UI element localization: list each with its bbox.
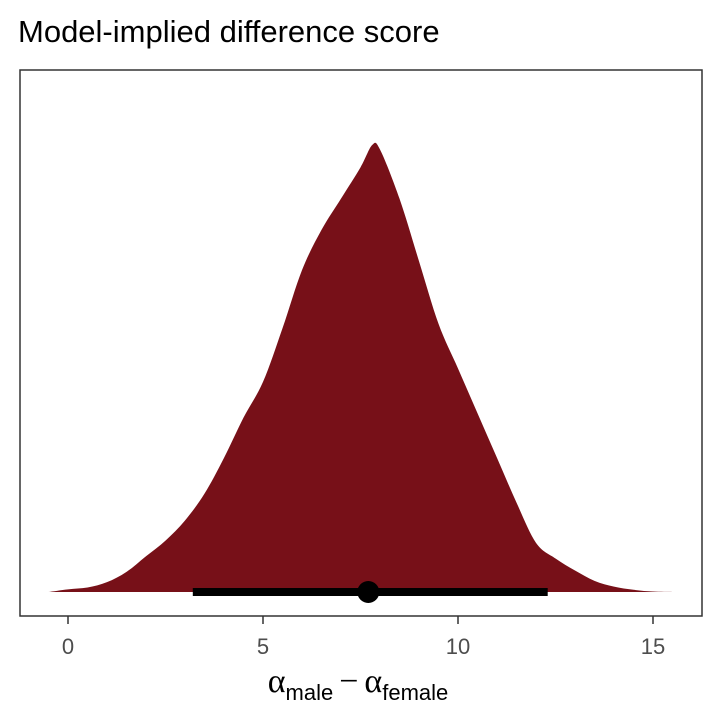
interval-layer (192, 581, 548, 603)
density-area (48, 142, 673, 592)
density-layer (48, 142, 673, 592)
xlabel-alpha-2: α (364, 663, 382, 700)
panel-border (19, 69, 703, 617)
xlabel-minus: − (339, 663, 358, 700)
xlabel-sub-male: male (286, 680, 334, 705)
xlabel-alpha-1: α (268, 663, 286, 700)
x-tick-label: 15 (641, 634, 665, 659)
x-axis-label: αmale − αfemale (268, 663, 449, 705)
x-axis: 0 5 10 15 (62, 616, 665, 659)
x-tick-label: 10 (446, 634, 470, 659)
chart-title: Model-implied difference score (18, 14, 440, 49)
x-tick-label: 5 (257, 634, 269, 659)
point-estimate (357, 581, 380, 603)
x-tick-label: 0 (62, 634, 74, 659)
xlabel-sub-female: female (382, 680, 448, 705)
